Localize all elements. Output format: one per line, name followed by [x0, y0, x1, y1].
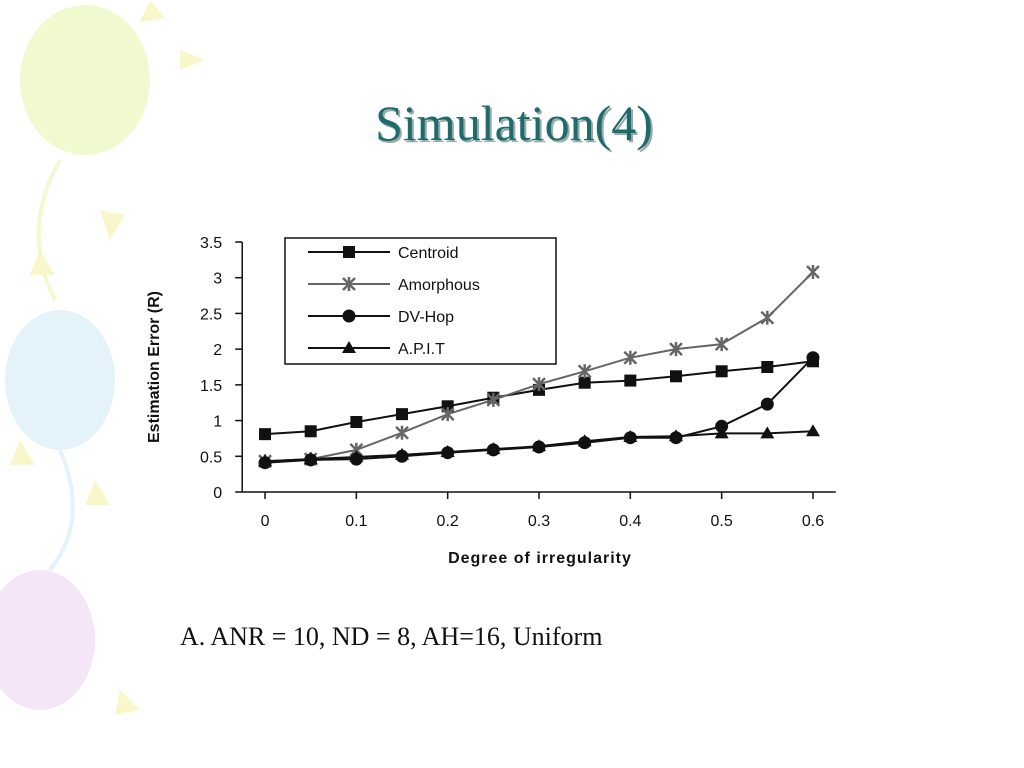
x-tick-label: 0.3 — [528, 513, 550, 530]
marker — [486, 442, 501, 455]
y-axis-label: Estimation Error (R) — [146, 291, 163, 443]
y-tick-label: 3 — [213, 271, 222, 288]
marker — [578, 376, 591, 389]
marker — [532, 439, 546, 452]
y-tick-label: 1 — [213, 414, 222, 431]
marker — [396, 408, 409, 421]
x-axis-label: Degree of irregularity — [448, 550, 632, 567]
marker — [623, 350, 638, 365]
marker — [760, 426, 775, 439]
marker — [258, 454, 273, 467]
legend-box — [284, 237, 557, 365]
chart: 0 0.5 1 1.5 2 2.5 3 3.5 0 0.1 0.2 0.3 0.4 0.5 0.6 Degre… — [146, 235, 836, 567]
marker — [668, 429, 683, 442]
legend-marker — [342, 341, 356, 353]
legend-marker — [343, 246, 355, 258]
marker — [714, 426, 729, 439]
marker — [349, 450, 364, 462]
legend-label: Centroid — [398, 245, 458, 262]
marker — [760, 397, 774, 411]
marker — [486, 392, 501, 407]
marker — [761, 361, 774, 373]
marker — [806, 351, 820, 365]
marker — [624, 374, 637, 387]
x-tick-label: 0 — [261, 513, 270, 530]
marker — [714, 337, 729, 352]
legend-marker — [342, 309, 356, 323]
marker — [715, 419, 729, 433]
marker — [259, 428, 272, 441]
x-tick-label: 0.4 — [619, 513, 641, 530]
marker — [304, 425, 317, 438]
marker — [395, 447, 410, 460]
caption: A. ANR = 10, ND = 8, AH=16, Uniform — [180, 622, 602, 651]
marker — [532, 377, 546, 392]
y-tick-label: 3.5 — [200, 235, 222, 252]
marker — [623, 430, 638, 442]
marker — [577, 364, 592, 379]
marker — [577, 434, 592, 447]
legend-label: A.P.I.T — [398, 341, 445, 358]
legend-marker — [342, 277, 356, 291]
marker — [715, 365, 728, 378]
marker — [669, 342, 683, 357]
background-decoration — [0, 0, 205, 715]
y-tick-label: 1.5 — [200, 378, 222, 395]
marker — [303, 452, 318, 465]
marker — [805, 424, 820, 437]
legend-label: Amorphous — [398, 277, 480, 294]
slide-title: Simulation(4) — [375, 95, 653, 151]
x-tick-label: 0.1 — [345, 513, 367, 530]
title-shadow: Simulation(4) — [377, 97, 655, 153]
y-tick-label: 2.5 — [200, 306, 222, 323]
x-tick-label: 0.5 — [711, 513, 733, 530]
marker — [440, 445, 455, 457]
y-tick-label: 2 — [213, 342, 222, 359]
marker — [760, 310, 775, 325]
marker — [440, 407, 455, 422]
legend-label: DV-Hop — [398, 309, 454, 326]
y-tick-label: 0 — [213, 485, 222, 502]
marker — [350, 416, 363, 428]
series-line — [264, 360, 814, 436]
x-tick-label: 0.6 — [802, 513, 824, 530]
marker — [806, 265, 820, 279]
marker — [395, 425, 409, 440]
marker — [441, 400, 454, 413]
marker — [669, 370, 682, 383]
y-tick-label: 0.5 — [200, 449, 222, 466]
x-tick-label: 0.2 — [437, 513, 459, 530]
